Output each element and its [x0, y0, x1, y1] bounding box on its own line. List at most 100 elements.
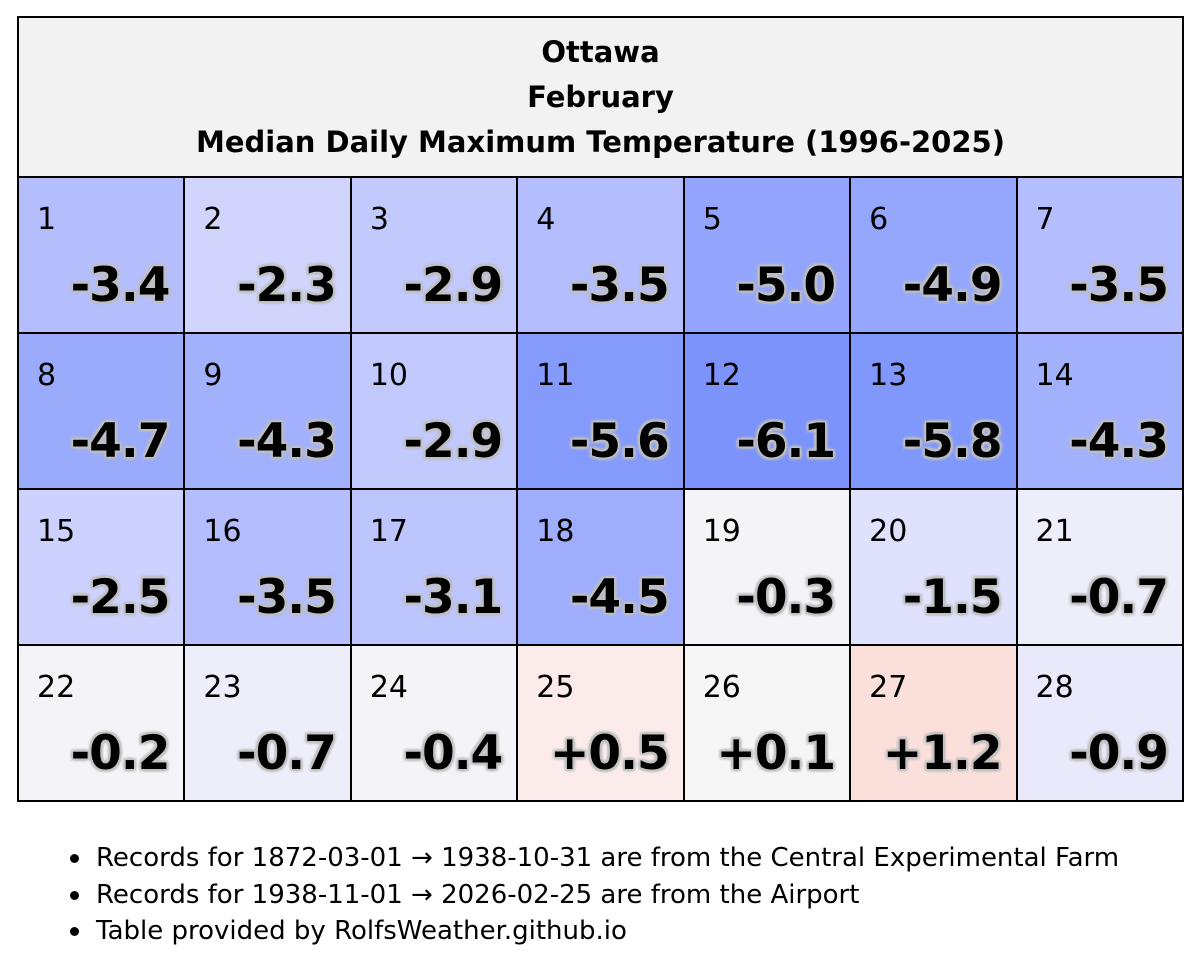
day-number: 7	[1035, 202, 1055, 237]
temperature-value: -3.4	[70, 258, 171, 313]
temperature-value: -3.5	[237, 570, 337, 625]
day-number: 3	[369, 202, 389, 237]
notes-list: Records for 1872-03-01 → 1938-10-31 are …	[70, 840, 1119, 950]
day-number: 12	[702, 358, 741, 393]
temperature-value: +0.1	[716, 726, 836, 781]
day-number: 15	[37, 514, 76, 549]
temperature-value: -2.9	[403, 258, 503, 313]
day-number: 10	[369, 358, 409, 393]
temperature-value: +0.5	[550, 726, 670, 781]
day-cell: 18 -4.5	[516, 488, 685, 646]
note-item: Table provided by RolfsWeather.github.io	[70, 913, 1119, 950]
day-number: 17	[369, 514, 409, 549]
day-number: 2	[203, 202, 223, 237]
temperature-value: -3.1	[403, 570, 503, 625]
day-number: 19	[702, 514, 741, 549]
day-number: 18	[536, 514, 575, 549]
note-item: Records for 1872-03-01 → 1938-10-31 are …	[70, 840, 1119, 877]
temperature-calendar-table: Ottawa February Median Daily Maximum Tem…	[16, 16, 1185, 802]
note-item: Records for 1938-11-01 → 2026-02-25 are …	[70, 877, 1119, 914]
table-header: Ottawa February Median Daily Maximum Tem…	[17, 16, 1184, 178]
day-number: 25	[536, 670, 575, 705]
day-cell: 10 -2.9	[349, 332, 519, 490]
temperature-value: -5.8	[902, 414, 1003, 469]
calendar-row: 1 -3.4 2 -2.3 3 -2.9 4 -3.5 5 -5.0 6 -4.9 7 -3.5	[16, 176, 1185, 334]
day-number: 4	[536, 202, 556, 237]
day-number: 8	[37, 358, 57, 393]
temperature-value: -4.3	[1069, 414, 1169, 469]
day-number: 22	[37, 670, 76, 705]
calendar-body: 1 -3.4 2 -2.3 3 -2.9 4 -3.5 5 -5.0 6 -4.9 7 -3.5 8 -4.7…	[16, 176, 1185, 802]
table-title-month: February	[527, 79, 674, 114]
bullet-icon	[70, 854, 79, 863]
day-number: 24	[369, 670, 409, 705]
temperature-value: -1.5	[902, 570, 1003, 625]
day-cell: 19 -0.3	[682, 488, 852, 646]
day-cell: 20 -1.5	[849, 488, 1018, 646]
day-cell: 8 -4.7	[16, 332, 186, 490]
bullet-icon	[70, 927, 79, 936]
day-number: 1	[37, 202, 57, 237]
day-cell: 21 -0.7	[1015, 488, 1185, 646]
note-text: Table provided by RolfsWeather.github.io	[96, 916, 627, 946]
day-cell: 16 -3.5	[183, 488, 352, 646]
day-number: 14	[1035, 358, 1074, 393]
temperature-value: -0.4	[403, 726, 503, 781]
temperature-table-container: Ottawa February Median Daily Maximum Tem…	[16, 16, 1185, 802]
day-number: 27	[869, 670, 908, 705]
temperature-value: -0.3	[736, 570, 836, 625]
day-cell: 2 -2.3	[183, 176, 352, 334]
day-cell: 14 -4.3	[1015, 332, 1185, 490]
temperature-value: -3.5	[1069, 258, 1169, 313]
day-cell: 4 -3.5	[516, 176, 685, 334]
day-number: 28	[1035, 670, 1074, 705]
calendar-row: 15 -2.5 16 -3.5 17 -3.1 18 -4.5 19 -0.3 20 -1.5 21 -0…	[16, 488, 1185, 646]
temperature-value: -0.7	[1069, 570, 1169, 625]
day-number: 13	[869, 358, 908, 393]
temperature-value: -6.1	[736, 414, 836, 469]
day-number: 9	[203, 358, 223, 393]
temperature-value: -5.6	[569, 414, 670, 469]
temperature-value: -4.7	[70, 414, 171, 469]
table-title-metric: Median Daily Maximum Temperature (1996-2…	[196, 124, 1005, 159]
temperature-value: -0.2	[70, 726, 171, 781]
note-text: Records for 1872-03-01 → 1938-10-31 are …	[96, 843, 1120, 873]
temperature-value: -2.5	[70, 570, 171, 625]
day-cell: 12 -6.1	[682, 332, 852, 490]
bullet-icon	[70, 890, 79, 900]
temperature-value: -4.9	[902, 258, 1003, 313]
day-cell: 13 -5.8	[849, 332, 1018, 490]
temperature-value: -3.5	[569, 258, 670, 313]
day-number: 5	[702, 202, 722, 237]
day-cell: 15 -2.5	[16, 488, 186, 646]
temperature-value: -4.5	[569, 570, 670, 625]
day-cell: 25 +0.5	[516, 644, 685, 802]
table-title-city: Ottawa	[541, 34, 660, 69]
day-cell: 6 -4.9	[849, 176, 1018, 334]
temperature-value: -5.0	[736, 258, 836, 313]
temperature-value: -4.3	[237, 414, 337, 469]
note-text: Records for 1938-11-01 → 2026-02-25 are …	[96, 879, 860, 910]
day-number: 21	[1035, 514, 1074, 549]
temperature-value: -2.9	[403, 414, 503, 469]
day-cell: 26 +0.1	[682, 644, 852, 802]
day-cell: 11 -5.6	[516, 332, 685, 490]
temperature-value: -2.3	[237, 258, 337, 313]
day-cell: 7 -3.5	[1015, 176, 1185, 334]
calendar-row: 22 -0.2 23 -0.7 24 -0.4 25 +0.5 26 +0.1 27 +1.2 28 -0…	[16, 644, 1185, 802]
temperature-value: +1.2	[882, 726, 1003, 781]
day-cell: 17 -3.1	[349, 488, 519, 646]
day-cell: 28 -0.9	[1015, 644, 1185, 802]
day-number: 6	[869, 202, 889, 237]
day-cell: 3 -2.9	[349, 176, 519, 334]
day-cell: 5 -5.0	[682, 176, 852, 334]
day-number: 26	[702, 670, 741, 705]
day-cell: 23 -0.7	[183, 644, 352, 802]
day-cell: 24 -0.4	[349, 644, 519, 802]
day-cell: 27 +1.2	[849, 644, 1018, 802]
day-number: 23	[203, 670, 242, 705]
temperature-value: -0.9	[1069, 726, 1169, 781]
temperature-value: -0.7	[237, 726, 337, 781]
day-number: 11	[536, 358, 575, 393]
day-number: 20	[869, 514, 908, 549]
